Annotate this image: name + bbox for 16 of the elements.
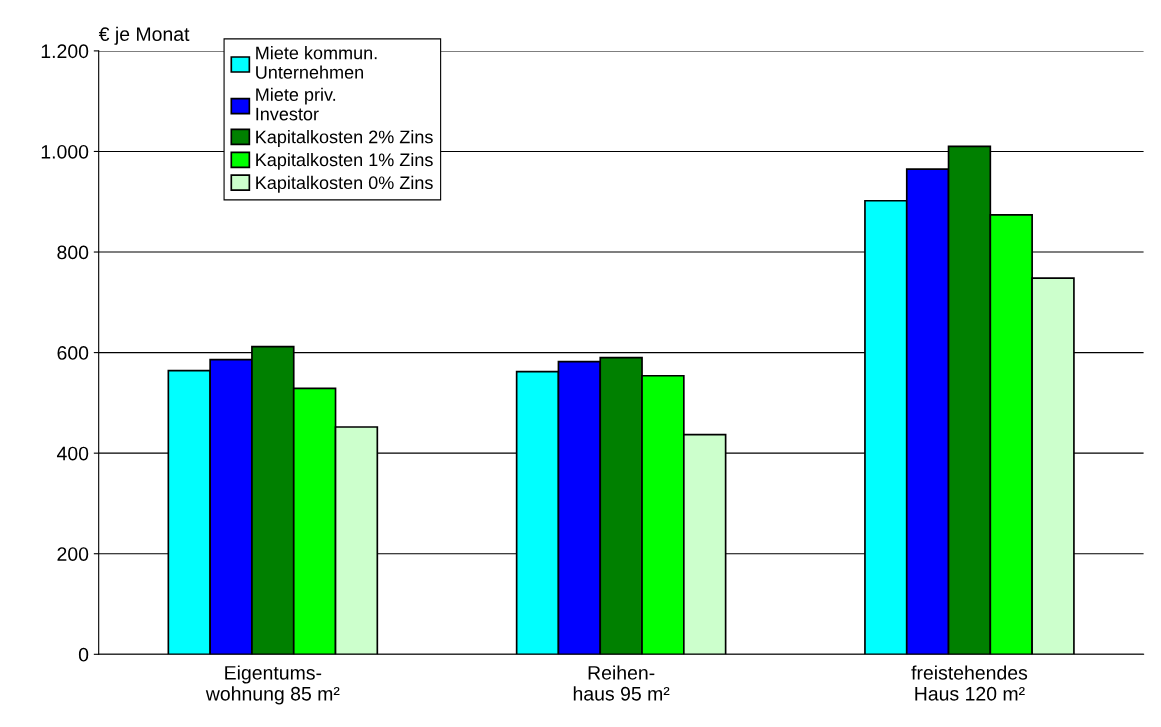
- legend-label: Miete priv. Investor: [256, 87, 336, 121]
- y-tick-label: 200: [57, 547, 89, 561]
- y-tick-label: 800: [57, 245, 89, 260]
- legend-label: Kapitalkosten 0% Zins: [256, 175, 433, 193]
- y-tick-label: 1.200: [41, 44, 89, 59]
- y-axis-title: € je Monat: [98, 26, 190, 45]
- legend-label: Kapitalkosten 1% Zins: [256, 152, 433, 170]
- y-tick-label: 0: [78, 647, 89, 662]
- x-tick-label: Eigentums- wohnung 85 m²: [205, 665, 340, 705]
- y-tick-label: 400: [56, 446, 89, 461]
- y-tick-label: 600: [57, 346, 89, 360]
- legend-label: Kapitalkosten 2% Zins: [256, 130, 433, 147]
- x-tick-label: Reihen- haus 95 m²: [573, 665, 670, 701]
- legend-label: Miete kommun. Unternehmen: [256, 46, 377, 79]
- x-tick-label: freistehendes Haus 120 m²: [911, 665, 1028, 701]
- y-tick-label: 1.000: [41, 144, 89, 159]
